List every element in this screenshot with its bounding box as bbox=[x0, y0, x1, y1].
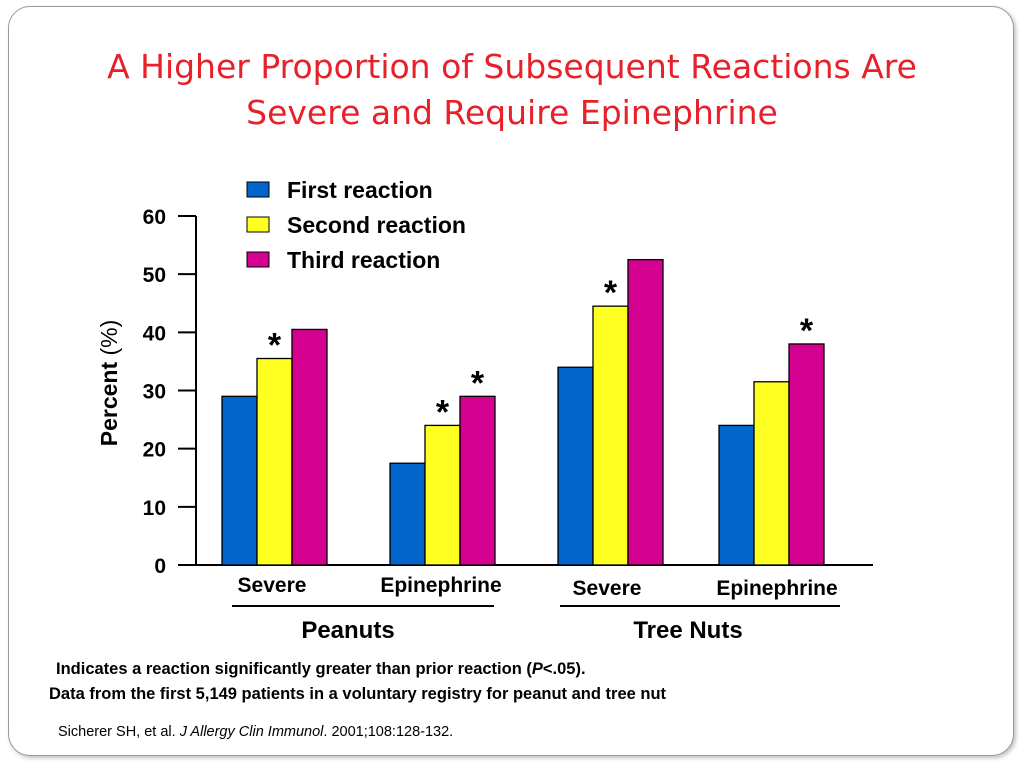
bar-3-2 bbox=[459, 395, 496, 566]
y-tick-label: 10 bbox=[143, 497, 166, 520]
significance-marker: * bbox=[471, 364, 485, 402]
legend-label-1: First reaction bbox=[287, 177, 433, 203]
bar-2-1 bbox=[256, 357, 293, 566]
bar-1-1 bbox=[221, 395, 258, 566]
y-tick-label: 0 bbox=[154, 555, 166, 578]
group-label: Tree Nuts bbox=[633, 617, 742, 644]
bar-3-4 bbox=[788, 343, 825, 566]
bar-1-2 bbox=[389, 462, 426, 566]
legend-label-3: Third reaction bbox=[287, 247, 440, 273]
bar-1-3 bbox=[557, 366, 594, 566]
legend-swatch-1 bbox=[246, 181, 270, 198]
x-category-label: Epinephrine bbox=[380, 574, 501, 597]
x-category-label: Severe bbox=[238, 574, 307, 597]
significance-marker: * bbox=[436, 393, 450, 431]
x-category-label: Severe bbox=[573, 577, 642, 600]
bar-2-2 bbox=[424, 424, 461, 566]
title-line-2: Severe and Require Epinephrine bbox=[246, 93, 778, 132]
title-line-1: A Higher Proportion of Subsequent Reacti… bbox=[107, 47, 917, 86]
y-tick-label: 20 bbox=[143, 439, 166, 462]
slide-frame bbox=[8, 6, 1014, 756]
bar-3-1 bbox=[291, 328, 328, 566]
legend-label-2: Second reaction bbox=[287, 212, 466, 238]
slide-title: A Higher Proportion of Subsequent Reacti… bbox=[60, 44, 964, 136]
bar-2-3 bbox=[592, 305, 629, 566]
y-axis-title: Percent (%) bbox=[96, 320, 122, 447]
significance-marker: * bbox=[604, 274, 618, 312]
group-label: Peanuts bbox=[301, 617, 394, 644]
significance-marker: * bbox=[268, 327, 282, 365]
y-tick-label: 30 bbox=[143, 381, 166, 404]
y-tick-label: 60 bbox=[143, 206, 166, 229]
y-tick-label: 40 bbox=[143, 322, 166, 345]
x-category-label: Epinephrine bbox=[716, 577, 837, 600]
significance-marker: * bbox=[800, 312, 814, 350]
legend-swatch-2 bbox=[246, 216, 270, 233]
bar-3-3 bbox=[627, 258, 664, 566]
y-tick-label: 50 bbox=[143, 264, 166, 287]
legend-swatch-3 bbox=[246, 251, 270, 268]
bar-1-4 bbox=[718, 424, 755, 566]
bar-2-4 bbox=[753, 381, 790, 566]
